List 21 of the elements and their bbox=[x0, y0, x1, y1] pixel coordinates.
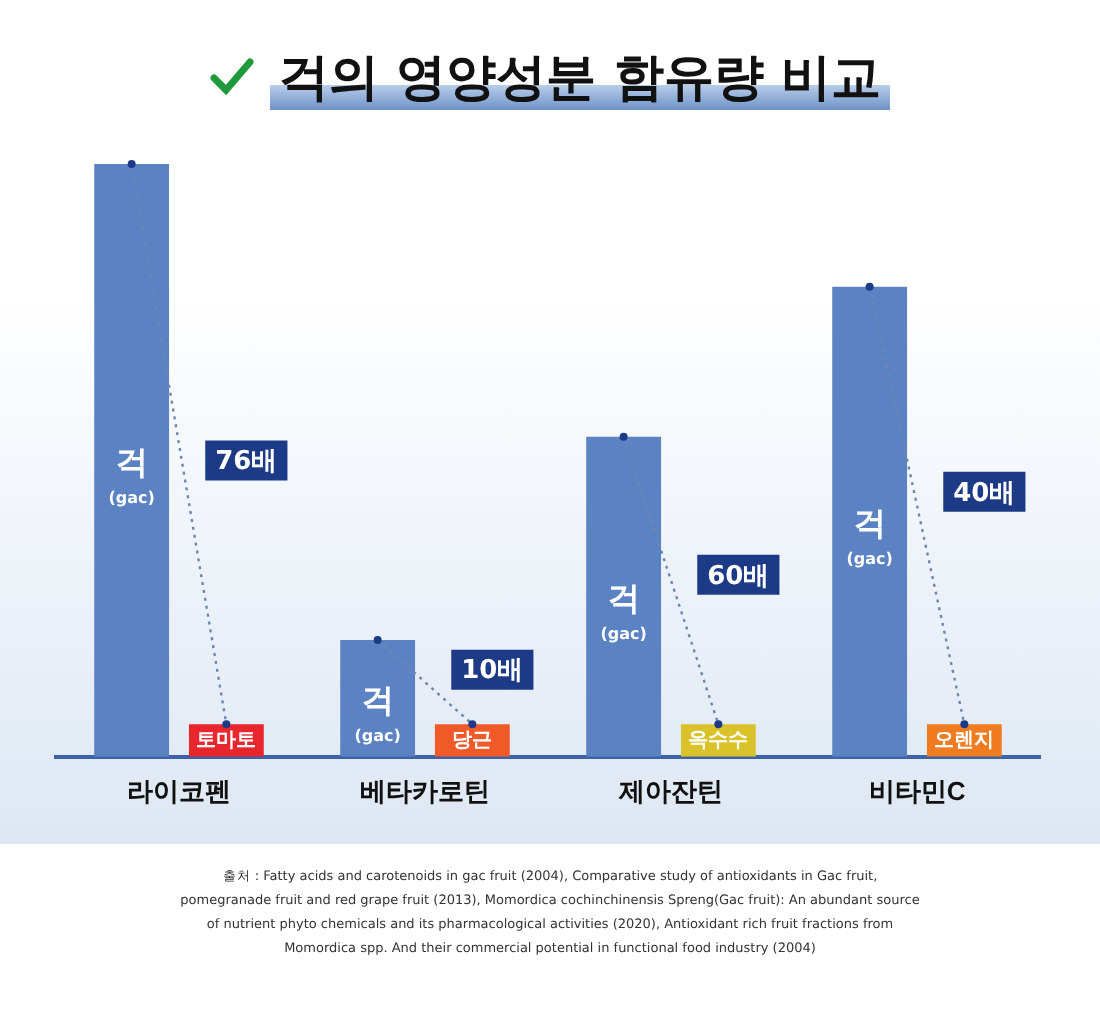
annotation: 토마토 bbox=[196, 729, 257, 752]
x-tick-label: 베타카로틴 bbox=[360, 775, 490, 806]
bar bbox=[586, 436, 662, 757]
annotation: 76배 bbox=[215, 447, 278, 478]
annotation: 오렌지 bbox=[934, 729, 995, 752]
annotation: 60배 bbox=[707, 561, 770, 592]
bar bbox=[340, 640, 416, 757]
annotation: 10배 bbox=[461, 656, 524, 687]
text: 걱 (gac) bbox=[600, 579, 647, 643]
annotation: 40배 bbox=[953, 478, 1016, 509]
bar bbox=[94, 164, 170, 757]
x-tick-label: 라이코펜 bbox=[127, 775, 231, 806]
chart-title: 걱의 영양성분 함유량 비교 bbox=[270, 43, 890, 109]
x-tick-label: 제아잔틴 bbox=[617, 775, 723, 806]
annotation: 당근 bbox=[452, 729, 493, 752]
text: 걱 (gac) bbox=[108, 442, 155, 507]
annotation: 옥수수 bbox=[688, 729, 749, 752]
bar bbox=[832, 286, 908, 757]
x-tick-label: 비타민C bbox=[868, 775, 967, 806]
series-label: 걱 (gac) bbox=[354, 680, 401, 745]
text: 걱 (gac) bbox=[846, 504, 893, 568]
